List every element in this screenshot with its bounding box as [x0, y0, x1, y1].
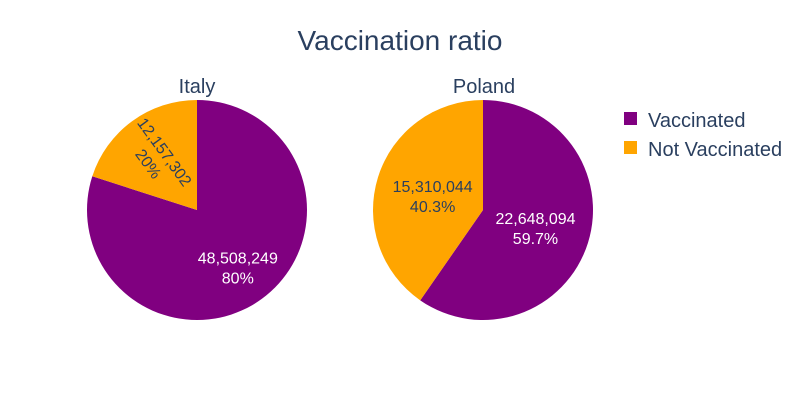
slice-label-poland-vaccinated: 22,648,094 59.7%	[495, 211, 575, 248]
pie-slice-poland-vaccinated[interactable]	[420, 100, 593, 320]
legend-label-vaccinated: Vaccinated	[648, 110, 745, 132]
pie-title-poland: Poland	[453, 76, 515, 98]
legend-item-vaccinated[interactable]: Vaccinated	[624, 110, 745, 132]
pie-slice-italy-not-vaccinated[interactable]	[92, 100, 197, 210]
slice-label-poland-not-vaccinated: 15,310,044 40.3%	[393, 179, 473, 216]
legend: Vaccinated Not Vaccinated	[624, 110, 782, 161]
pie-italy: 48,508,249 80%12,157,30220%	[87, 100, 308, 320]
legend-swatch-vaccinated	[624, 112, 637, 125]
pie-title-italy: Italy	[179, 76, 216, 98]
legend-label-not-vaccinated: Not Vaccinated	[648, 139, 782, 161]
legend-swatch-not-vaccinated	[624, 141, 637, 154]
chart-title: Vaccination ratio	[298, 25, 503, 56]
slice-label-italy-vaccinated: 48,508,249 80%	[198, 251, 278, 288]
pie-slice-poland-not-vaccinated[interactable]	[373, 100, 483, 301]
pie-poland: 22,648,094 59.7% 15,310,044 40.3%	[373, 100, 593, 320]
legend-item-not-vaccinated[interactable]: Not Vaccinated	[624, 139, 782, 161]
